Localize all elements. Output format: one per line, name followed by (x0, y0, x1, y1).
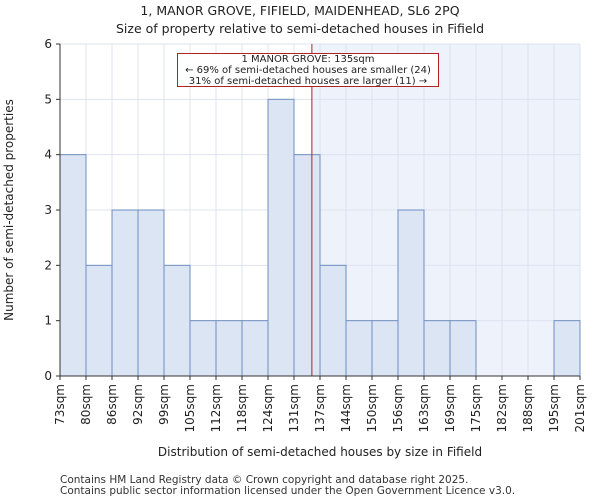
y-tick-label: 0 (44, 369, 52, 383)
bar-131sqm (293, 154, 321, 377)
y-tick-label: 3 (44, 203, 52, 217)
x-tick-label: 92sqm (131, 384, 145, 425)
x-tick-label: 80sqm (79, 384, 93, 425)
bar-118sqm (241, 320, 269, 377)
x-tick-label: 144sqm (339, 384, 353, 432)
x-tick-label: 112sqm (209, 384, 223, 432)
x-tick-label: 156sqm (391, 384, 405, 432)
bar-195sqm (553, 320, 581, 377)
y-tick-label: 1 (44, 314, 52, 328)
x-tick-label: 131sqm (287, 384, 301, 432)
y-axis-title: Number of semi-detached properties (2, 99, 16, 321)
bar-86sqm (111, 209, 139, 377)
y-tick-label: 5 (44, 92, 52, 106)
annotation-box: 1 MANOR GROVE: 135sqm ← 69% of semi-deta… (177, 53, 439, 87)
x-tick-label: 73sqm (53, 384, 67, 425)
footer-line-2: Contains public sector information licen… (60, 485, 516, 497)
x-tick-label: 118sqm (235, 384, 249, 432)
bar-137sqm (319, 264, 347, 377)
x-tick-label: 195sqm (547, 384, 561, 432)
bar-80sqm (85, 264, 113, 377)
x-tick-label: 163sqm (417, 384, 431, 432)
bar-124sqm (267, 98, 295, 377)
x-tick-label: 175sqm (469, 384, 483, 432)
bar-144sqm (345, 320, 373, 377)
annotation-line-2: ← 69% of semi-detached houses are smalle… (185, 65, 431, 76)
bar-99sqm (163, 264, 191, 377)
x-tick-label: 99sqm (157, 384, 171, 425)
x-tick-label: 188sqm (521, 384, 535, 432)
x-tick-label: 86sqm (105, 384, 119, 425)
x-axis-title: Distribution of semi-detached houses by … (158, 445, 482, 459)
bar-105sqm (189, 320, 217, 377)
bar-150sqm (371, 320, 399, 377)
x-tick-label: 169sqm (443, 384, 457, 432)
x-tick-label: 201sqm (573, 384, 587, 432)
bar-112sqm (215, 320, 243, 377)
x-tick-label: 182sqm (495, 384, 509, 432)
bar-73sqm (59, 154, 87, 377)
chart-title: 1, MANOR GROVE, FIFIELD, MAIDENHEAD, SL6… (140, 3, 460, 18)
y-tick-label: 4 (44, 148, 52, 162)
bar-156sqm (397, 209, 425, 377)
bar-169sqm (449, 320, 477, 377)
footer-line-1: Contains HM Land Registry data © Crown c… (60, 474, 469, 486)
bar-92sqm (137, 209, 165, 377)
bar-163sqm (423, 320, 451, 377)
x-tick-label: 150sqm (365, 384, 379, 432)
chart-subtitle: Size of property relative to semi-detach… (116, 21, 484, 36)
annotation-line-3: 31% of semi-detached houses are larger (… (188, 76, 428, 87)
x-tick-label: 105sqm (183, 384, 197, 432)
x-tick-label: 137sqm (313, 384, 327, 432)
y-tick-label: 2 (44, 258, 52, 272)
annotation-line-1: 1 MANOR GROVE: 135sqm (241, 54, 375, 65)
y-tick-label: 6 (44, 37, 52, 51)
x-tick-label: 124sqm (261, 384, 275, 432)
